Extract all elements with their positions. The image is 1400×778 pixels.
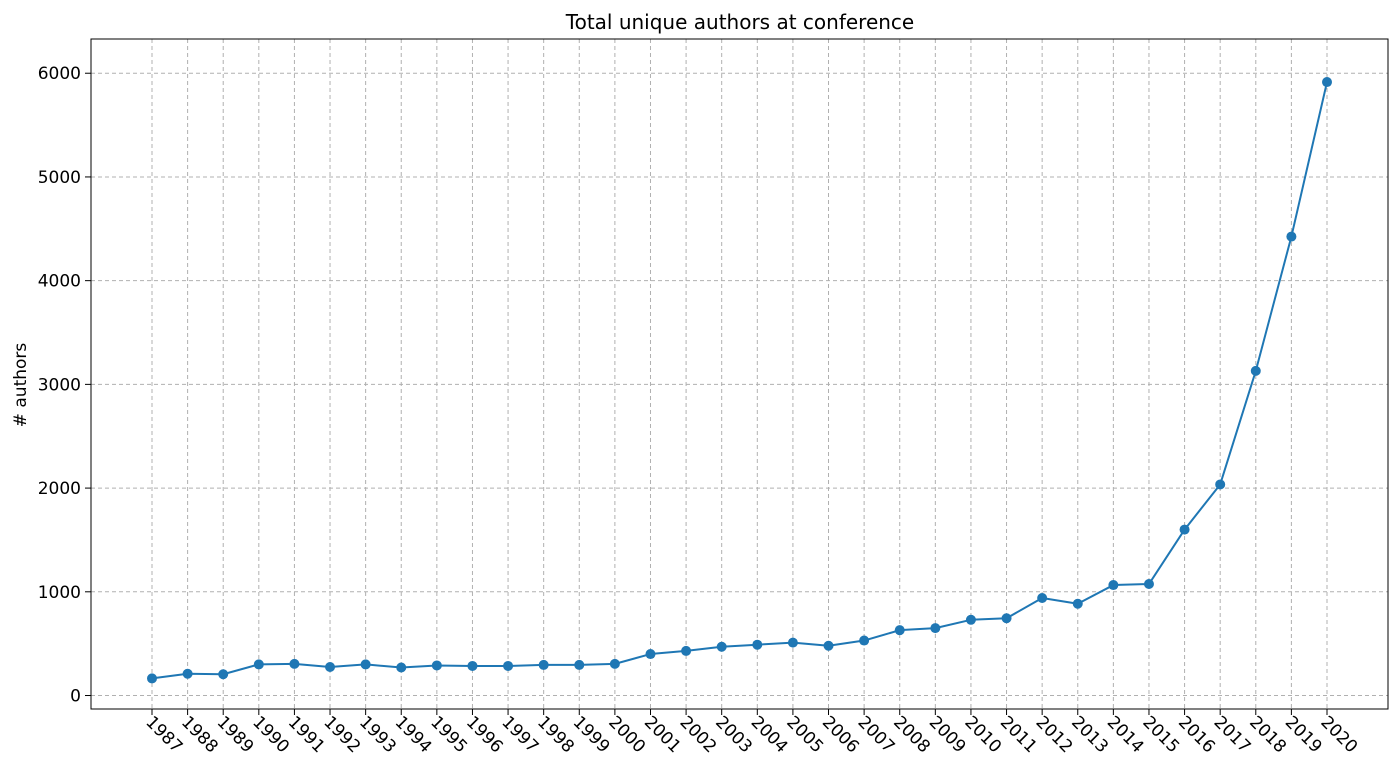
x-tick-label: 1994: [391, 712, 436, 757]
data-point-2017: [1215, 479, 1226, 490]
x-tick-label: 2019: [1281, 712, 1326, 757]
x-tick-label: 1993: [355, 712, 400, 757]
data-point-2000: [609, 658, 620, 669]
x-tick-label: 1991: [284, 712, 329, 757]
data-point-2012: [1037, 593, 1048, 604]
x-tick-label: 2002: [676, 712, 721, 757]
data-point-2015: [1143, 579, 1154, 590]
data-point-1995: [431, 660, 442, 671]
x-tick-label: 1989: [213, 712, 258, 757]
x-tick-label: 2015: [1138, 712, 1183, 757]
x-tick-label: 2013: [1067, 712, 1112, 757]
data-point-1988: [182, 668, 193, 679]
x-tick-label: 2007: [854, 712, 899, 757]
data-point-1996: [467, 660, 478, 671]
x-tick-label: 1988: [177, 712, 222, 757]
data-point-1990: [253, 659, 264, 670]
x-tick-label: 2012: [1032, 712, 1077, 757]
data-point-2003: [716, 641, 727, 652]
data-point-1997: [503, 660, 514, 671]
data-point-1991: [289, 658, 300, 669]
x-tick-label: 1990: [248, 712, 293, 757]
chart-title: Total unique authors at conference: [565, 10, 914, 34]
y-tick-label: 5000: [38, 168, 81, 188]
data-point-1994: [396, 662, 407, 673]
data-point-2004: [752, 639, 763, 650]
x-tick-label: 2017: [1210, 712, 1255, 757]
data-point-2006: [823, 640, 834, 651]
x-tick-label: 1998: [533, 712, 578, 757]
x-tick-label: 2018: [1245, 712, 1290, 757]
data-point-2019: [1286, 231, 1297, 242]
data-point-1989: [218, 669, 229, 680]
y-tick-label: 1000: [38, 583, 81, 603]
x-tick-label: 1999: [569, 712, 614, 757]
x-tick-label: 2010: [960, 712, 1005, 757]
y-tick-label: 0: [70, 687, 81, 707]
y-tick-label: 6000: [38, 64, 81, 84]
grid: [91, 39, 1388, 709]
x-tick-label: 2008: [889, 712, 934, 757]
x-tick-label: 2001: [640, 712, 685, 757]
series-line: [151, 81, 1328, 680]
data-point-2013: [1072, 598, 1083, 609]
x-tick-label: 2020: [1316, 712, 1361, 757]
x-tick-label: 1987: [141, 712, 186, 757]
x-tick-label: 1996: [462, 712, 507, 757]
data-point-2009: [930, 623, 941, 634]
data-point-2020: [1322, 77, 1332, 88]
x-tick-label: 2011: [996, 712, 1041, 757]
data-point-2016: [1179, 524, 1190, 535]
x-tick-label: 2003: [711, 712, 756, 757]
y-tick-label: 3000: [38, 375, 81, 395]
data-point-1987: [147, 673, 157, 684]
y-tick-label: 2000: [38, 479, 81, 499]
data-point-2007: [859, 635, 870, 646]
x-tick-label: 2006: [818, 712, 863, 757]
x-tick-label: 1992: [319, 712, 364, 757]
x-tick-label: 2009: [925, 712, 970, 757]
axes: 1987198819891990199119921993199419951996…: [38, 64, 1361, 757]
x-tick-label: 2014: [1103, 712, 1148, 757]
y-axis-label: # authors: [11, 343, 31, 428]
data-point-2008: [894, 625, 905, 636]
x-tick-label: 2016: [1174, 712, 1219, 757]
series-layer: [147, 77, 1332, 684]
data-point-2002: [681, 645, 692, 656]
data-point-2001: [645, 649, 656, 660]
data-point-2005: [787, 637, 798, 648]
data-point-1993: [360, 659, 371, 670]
x-tick-label: 2005: [782, 712, 827, 757]
data-point-1992: [325, 661, 336, 672]
x-tick-label: 1997: [498, 712, 543, 757]
plot-frame: [90, 38, 1389, 710]
data-point-1998: [538, 659, 549, 670]
x-tick-label: 2000: [604, 712, 649, 757]
data-point-2018: [1250, 365, 1261, 376]
data-point-1999: [574, 659, 585, 670]
data-point-2014: [1108, 580, 1119, 591]
x-tick-label: 2004: [747, 712, 792, 757]
data-point-2010: [965, 614, 976, 625]
data-point-2011: [1001, 613, 1012, 624]
y-tick-label: 4000: [38, 272, 81, 292]
x-tick-label: 1995: [426, 712, 471, 757]
